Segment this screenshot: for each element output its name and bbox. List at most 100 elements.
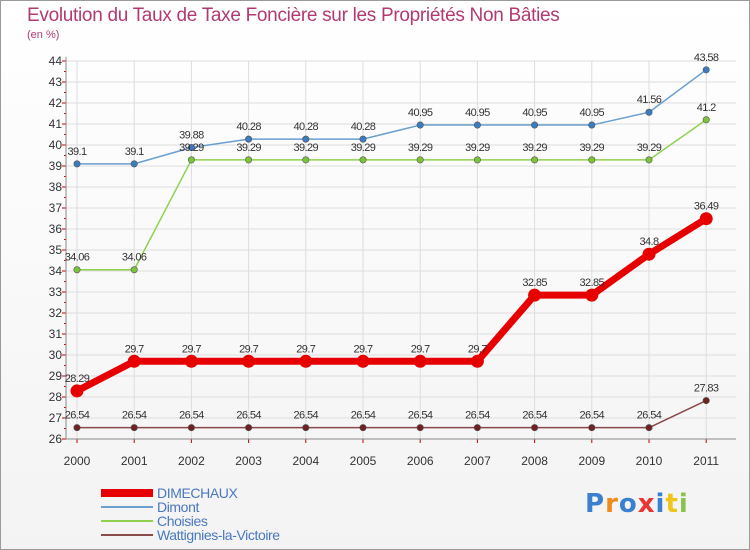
- data-point-dimont: [187, 144, 195, 152]
- data-point-dimont: [702, 66, 710, 74]
- data-label-dimont: 40.28: [351, 121, 376, 133]
- x-tick-label: 2008: [521, 454, 548, 468]
- series-line-dimont: [76, 69, 707, 165]
- data-label-choisies: 39.29: [179, 142, 204, 154]
- data-label-choisies: 39.29: [465, 142, 490, 154]
- data-label-dimont: 40.28: [236, 121, 261, 133]
- data-point-choisies: [531, 156, 539, 164]
- data-label-wattignies-la-victoire: 26.54: [580, 410, 605, 422]
- data-point-wattignies-la-victoire: [130, 424, 138, 432]
- series-line-wattignies-la-victoire: [76, 399, 707, 429]
- x-tick-label: 2007: [464, 454, 491, 468]
- y-tick-label: 28: [49, 390, 63, 404]
- data-point-wattignies-la-victoire: [245, 424, 253, 432]
- y-tick-label: 32: [49, 306, 63, 320]
- data-point-wattignies-la-victoire: [187, 424, 195, 432]
- data-label-dimechaux: 28.29: [65, 373, 90, 385]
- data-label-dimechaux: 32.85: [522, 277, 547, 289]
- data-label-choisies: 39.29: [580, 142, 605, 154]
- data-label-wattignies-la-victoire: 26.54: [637, 410, 662, 422]
- logo-letter: r: [605, 489, 619, 519]
- data-point-wattignies-la-victoire: [702, 397, 710, 405]
- legend-label-dimont: Dimont: [157, 499, 199, 515]
- data-point-dimechaux: [184, 354, 198, 368]
- data-point-choisies: [359, 156, 367, 164]
- x-tick-label: 2011: [693, 454, 719, 468]
- logo-letter: i: [655, 489, 666, 519]
- data-label-dimechaux: 29.7: [239, 343, 258, 355]
- data-label-dimont: 39.1: [67, 146, 86, 158]
- legend-label-wattignies-la-victoire: Wattignies-la-Victoire: [157, 527, 280, 543]
- data-point-choisies: [702, 116, 710, 124]
- data-label-dimechaux: 34.8: [639, 236, 658, 248]
- chart-title: Evolution du Taux de Taxe Foncière sur l…: [27, 5, 560, 26]
- data-point-wattignies-la-victoire: [359, 424, 367, 432]
- y-tick-label: 40: [49, 138, 63, 152]
- data-point-wattignies-la-victoire: [73, 424, 81, 432]
- data-label-choisies: 34.06: [122, 252, 147, 264]
- y-tick-label: 39: [49, 159, 63, 173]
- data-label-dimont: 41.56: [637, 94, 662, 106]
- data-label-dimechaux: 29.7: [296, 343, 315, 355]
- data-label-dimechaux: 29.7: [182, 343, 201, 355]
- data-label-choisies: 34.06: [65, 252, 90, 264]
- data-point-choisies: [73, 266, 81, 274]
- y-tick-label: 38: [49, 180, 63, 194]
- data-label-wattignies-la-victoire: 26.54: [122, 410, 147, 422]
- y-tick-label: 43: [49, 75, 63, 89]
- data-point-dimechaux: [413, 354, 427, 368]
- y-tick-label: 30: [49, 348, 63, 362]
- x-tick-label: 2005: [350, 454, 377, 468]
- logo-letter: i: [678, 489, 689, 519]
- y-tick-label: 26: [49, 432, 63, 446]
- data-label-choisies: 39.29: [637, 142, 662, 154]
- y-tick-label: 41: [49, 117, 63, 131]
- data-point-dimechaux: [70, 384, 84, 398]
- y-tick-label: 27: [49, 411, 63, 425]
- data-point-dimechaux: [528, 288, 542, 302]
- y-tick-label: 37: [49, 201, 63, 215]
- data-label-choisies: 39.29: [522, 142, 547, 154]
- data-label-layer: 28.29 29.7 29.7 29.7 29.7 29.7 29.7 29.7 32.85 32…: [65, 52, 720, 422]
- data-label-dimechaux: 36.49: [694, 201, 719, 213]
- data-point-choisies: [245, 156, 253, 164]
- data-label-dimont: 43.58: [694, 52, 719, 64]
- data-label-dimechaux: 29.7: [353, 343, 372, 355]
- axis-layer: 26 27 28 29 30 31 32 33 34 35 36 37 38 39 40 41 42 43 44 20…: [49, 54, 736, 468]
- x-tick-label: 2006: [407, 454, 434, 468]
- data-label-dimont: 39.1: [125, 146, 144, 158]
- data-label-wattignies-la-victoire: 26.54: [408, 410, 433, 422]
- y-tick-label: 33: [49, 285, 63, 299]
- data-point-choisies: [130, 266, 138, 274]
- proxiti-logo: Proxiti: [585, 489, 689, 519]
- data-point-wattignies-la-victoire: [473, 424, 481, 432]
- data-point-dimechaux: [127, 354, 141, 368]
- data-point-choisies: [187, 156, 195, 164]
- data-point-dimechaux: [242, 354, 256, 368]
- data-label-dimont: 40.95: [465, 107, 490, 119]
- data-point-choisies: [302, 156, 310, 164]
- data-label-dimont: 40.95: [580, 107, 605, 119]
- data-label-wattignies-la-victoire: 26.54: [236, 410, 261, 422]
- data-point-dimont: [73, 160, 81, 168]
- data-label-dimechaux: 32.85: [580, 277, 605, 289]
- data-point-dimechaux: [699, 212, 713, 226]
- data-point-dimont: [302, 135, 310, 143]
- legend-label-choisies: Choisies: [157, 513, 208, 529]
- x-tick-label: 2009: [578, 454, 605, 468]
- data-label-choisies: 39.29: [236, 142, 261, 154]
- data-label-choisies: 39.29: [408, 142, 433, 154]
- legend-label-dimechaux: DIMECHAUX: [157, 485, 238, 501]
- legend: DIMECHAUXDimontChoisiesWattignies-la-Vic…: [101, 485, 281, 543]
- data-label-wattignies-la-victoire: 26.54: [65, 410, 90, 422]
- data-point-dimont: [473, 121, 481, 129]
- y-tick-label: 42: [49, 96, 63, 110]
- logo-letter: o: [618, 489, 638, 519]
- data-label-choisies: 39.29: [351, 142, 376, 154]
- y-tick-label: 31: [49, 327, 63, 341]
- data-label-dimont: 40.95: [522, 107, 547, 119]
- data-point-dimont: [245, 135, 253, 143]
- y-tick-label: 29: [49, 369, 63, 383]
- data-point-dimont: [130, 160, 138, 168]
